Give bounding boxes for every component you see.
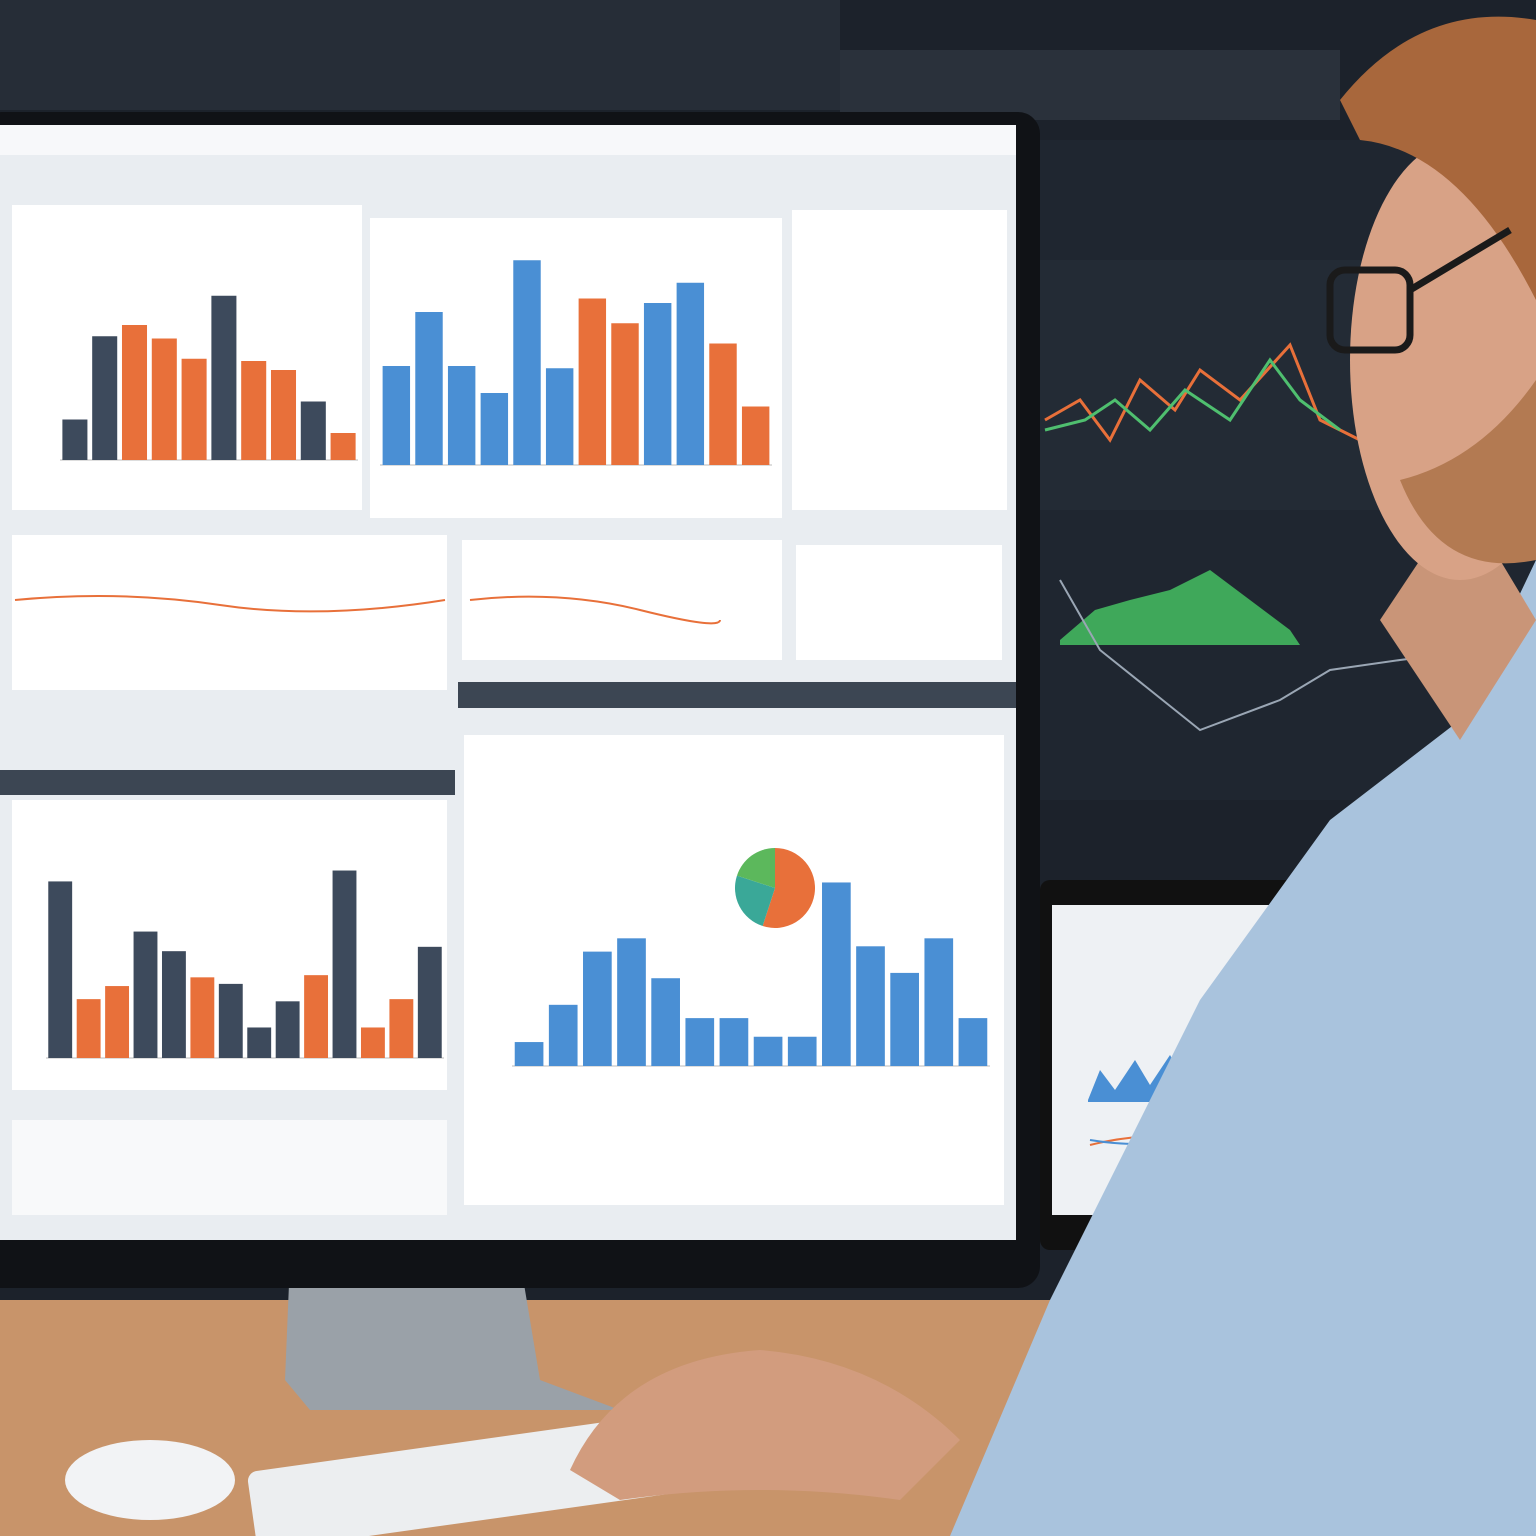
panel xyxy=(12,205,362,510)
bar xyxy=(548,1004,578,1066)
bar xyxy=(709,343,737,465)
bar xyxy=(676,282,705,465)
bar xyxy=(218,983,243,1058)
bar xyxy=(76,999,101,1058)
bar xyxy=(121,325,148,460)
bar xyxy=(514,1042,544,1066)
panel-header xyxy=(0,770,455,795)
panel xyxy=(462,540,782,660)
bar xyxy=(275,1001,300,1058)
bar xyxy=(447,366,476,465)
bar xyxy=(300,401,326,460)
bar xyxy=(241,361,267,460)
panel xyxy=(464,735,1004,1205)
bar xyxy=(685,1018,715,1066)
bar xyxy=(787,1036,817,1066)
panel xyxy=(12,535,447,690)
bar xyxy=(741,406,770,465)
bar xyxy=(48,881,73,1058)
bar xyxy=(890,972,919,1066)
bar xyxy=(417,946,442,1058)
bar xyxy=(161,951,186,1058)
bar xyxy=(332,870,357,1058)
trend-line xyxy=(1059,579,1481,732)
bar xyxy=(856,946,885,1066)
bar xyxy=(617,938,646,1066)
shirt xyxy=(950,560,1536,1536)
bar xyxy=(719,1018,749,1066)
bar xyxy=(415,312,443,465)
neck xyxy=(1380,560,1536,740)
top-screen-right xyxy=(840,50,1340,120)
bar xyxy=(151,338,177,460)
bar xyxy=(480,393,509,465)
bar xyxy=(753,1036,783,1066)
mouse xyxy=(65,1440,235,1520)
bar xyxy=(247,1027,272,1058)
panel xyxy=(792,210,1007,510)
pie-slice xyxy=(735,875,775,927)
bar xyxy=(360,1027,385,1058)
bar xyxy=(190,977,215,1058)
bar xyxy=(651,978,680,1066)
bar xyxy=(304,975,329,1058)
browser-bar xyxy=(0,125,1016,155)
area xyxy=(1060,570,1300,645)
bar xyxy=(105,986,130,1058)
candles-line xyxy=(1044,357,1341,433)
bar xyxy=(62,419,88,460)
bar xyxy=(389,999,414,1058)
bar xyxy=(583,951,612,1066)
bar xyxy=(643,303,672,465)
beard xyxy=(1400,380,1536,564)
panel xyxy=(796,545,1002,660)
bar xyxy=(92,336,118,460)
hand xyxy=(570,1350,960,1500)
bar xyxy=(578,298,607,465)
bar xyxy=(545,368,574,465)
bar xyxy=(211,295,237,460)
bar xyxy=(958,1018,988,1066)
glasses xyxy=(1326,266,1414,354)
panel-header xyxy=(458,682,1016,708)
bar xyxy=(330,433,356,460)
top-screen xyxy=(0,0,840,110)
bar xyxy=(382,366,411,465)
table-panel xyxy=(12,1120,447,1215)
glasses-arm xyxy=(1408,226,1512,294)
bar xyxy=(822,882,851,1066)
hair xyxy=(1340,16,1536,300)
bar xyxy=(181,358,207,460)
bar xyxy=(611,323,639,465)
pie-slice xyxy=(736,848,775,888)
bar xyxy=(924,938,954,1066)
mini-line xyxy=(14,595,446,613)
mini-line xyxy=(469,595,721,625)
bar xyxy=(270,370,297,460)
bar xyxy=(513,260,541,465)
pie-slice xyxy=(762,848,816,929)
bar xyxy=(133,931,158,1058)
monitor-stand xyxy=(285,1260,620,1410)
